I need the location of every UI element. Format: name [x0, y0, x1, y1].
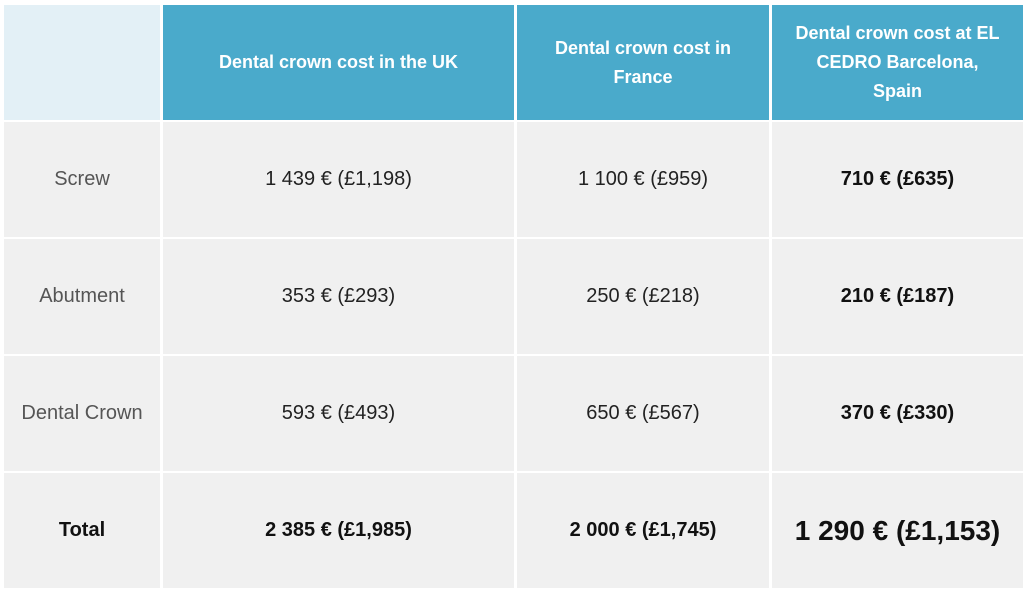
column-header: Dental crown cost at EL CEDRO Barcelona,…	[772, 5, 1023, 120]
price-cell: 250 € (£218)	[517, 239, 769, 354]
total-cell: 1 290 € (£1,153)	[772, 473, 1023, 588]
price-cell: 710 € (£635)	[772, 122, 1023, 237]
row-label: Dental Crown	[4, 356, 160, 471]
price-cell: 650 € (£567)	[517, 356, 769, 471]
price-cell: 210 € (£187)	[772, 239, 1023, 354]
price-cell: 353 € (£293)	[163, 239, 514, 354]
price-cell: 1 100 € (£959)	[517, 122, 769, 237]
row-label: Total	[4, 473, 160, 588]
column-header: Dental crown cost in the UK	[163, 5, 514, 120]
total-cell: 2 000 € (£1,745)	[517, 473, 769, 588]
column-header: Dental crown cost in France	[517, 5, 769, 120]
corner-cell	[4, 5, 160, 120]
row-label: Screw	[4, 122, 160, 237]
total-cell: 2 385 € (£1,985)	[163, 473, 514, 588]
row-label: Abutment	[4, 239, 160, 354]
price-cell: 593 € (£493)	[163, 356, 514, 471]
price-cell: 370 € (£330)	[772, 356, 1023, 471]
price-table: Dental crown cost in the UK Dental crown…	[4, 5, 1023, 588]
price-cell: 1 439 € (£1,198)	[163, 122, 514, 237]
